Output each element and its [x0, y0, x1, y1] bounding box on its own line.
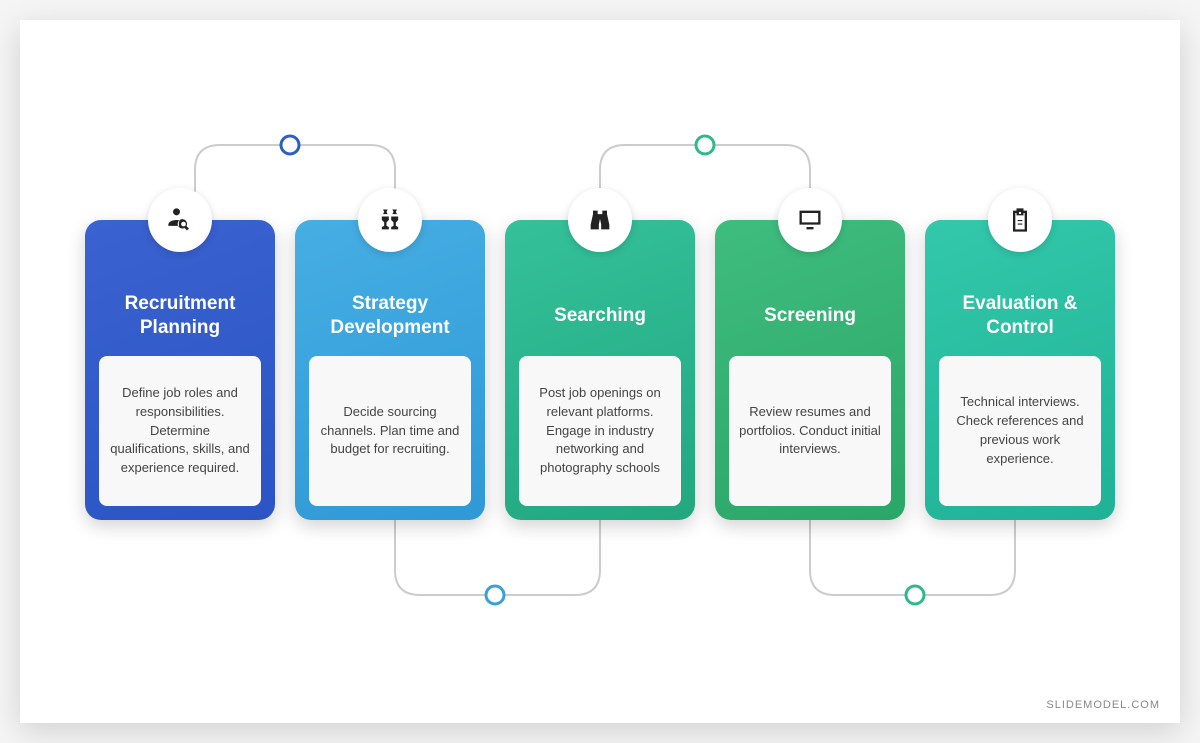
card-title: Recruitment Planning: [99, 290, 261, 342]
card-title: Screening: [729, 290, 891, 342]
card-body: Review resumes and portfolios. Conduct i…: [729, 356, 891, 506]
connector-path: [600, 145, 810, 220]
card-body: Define job roles and responsibilities. D…: [99, 356, 261, 506]
people-search-icon: [148, 188, 212, 252]
connector-path: [810, 520, 1015, 595]
process-card: Recruitment Planning Define job roles and…: [85, 220, 275, 520]
connector-dot: [696, 136, 714, 154]
watermark: SLIDEMODEL.COM: [1046, 699, 1160, 711]
card-title: Evaluation & Control: [939, 290, 1101, 342]
card-title: Strategy Development: [309, 290, 471, 342]
card-row: Recruitment Planning Define job roles and…: [20, 220, 1180, 520]
chess-icon: [358, 188, 422, 252]
binoculars-icon: [568, 188, 632, 252]
clipboard-icon: [988, 188, 1052, 252]
process-card: Searching Post job openings on relevant p…: [505, 220, 695, 520]
connector-dot: [486, 586, 504, 604]
connector-dot: [906, 586, 924, 604]
monitor-icon: [778, 188, 842, 252]
card-body: Post job openings on relevant platforms.…: [519, 356, 681, 506]
card-body: Decide sourcing channels. Plan time and …: [309, 356, 471, 506]
connector-dot: [281, 136, 299, 154]
process-card: Evaluation & Control Technical interviews…: [925, 220, 1115, 520]
process-card: Screening Review resumes and portfolios. …: [715, 220, 905, 520]
slide: Recruitment Planning Define job roles and…: [20, 20, 1180, 723]
process-card: Strategy Development Decide sourcing chan…: [295, 220, 485, 520]
connector-path: [395, 520, 600, 595]
card-title: Searching: [519, 290, 681, 342]
card-body: Technical interviews. Check references a…: [939, 356, 1101, 506]
